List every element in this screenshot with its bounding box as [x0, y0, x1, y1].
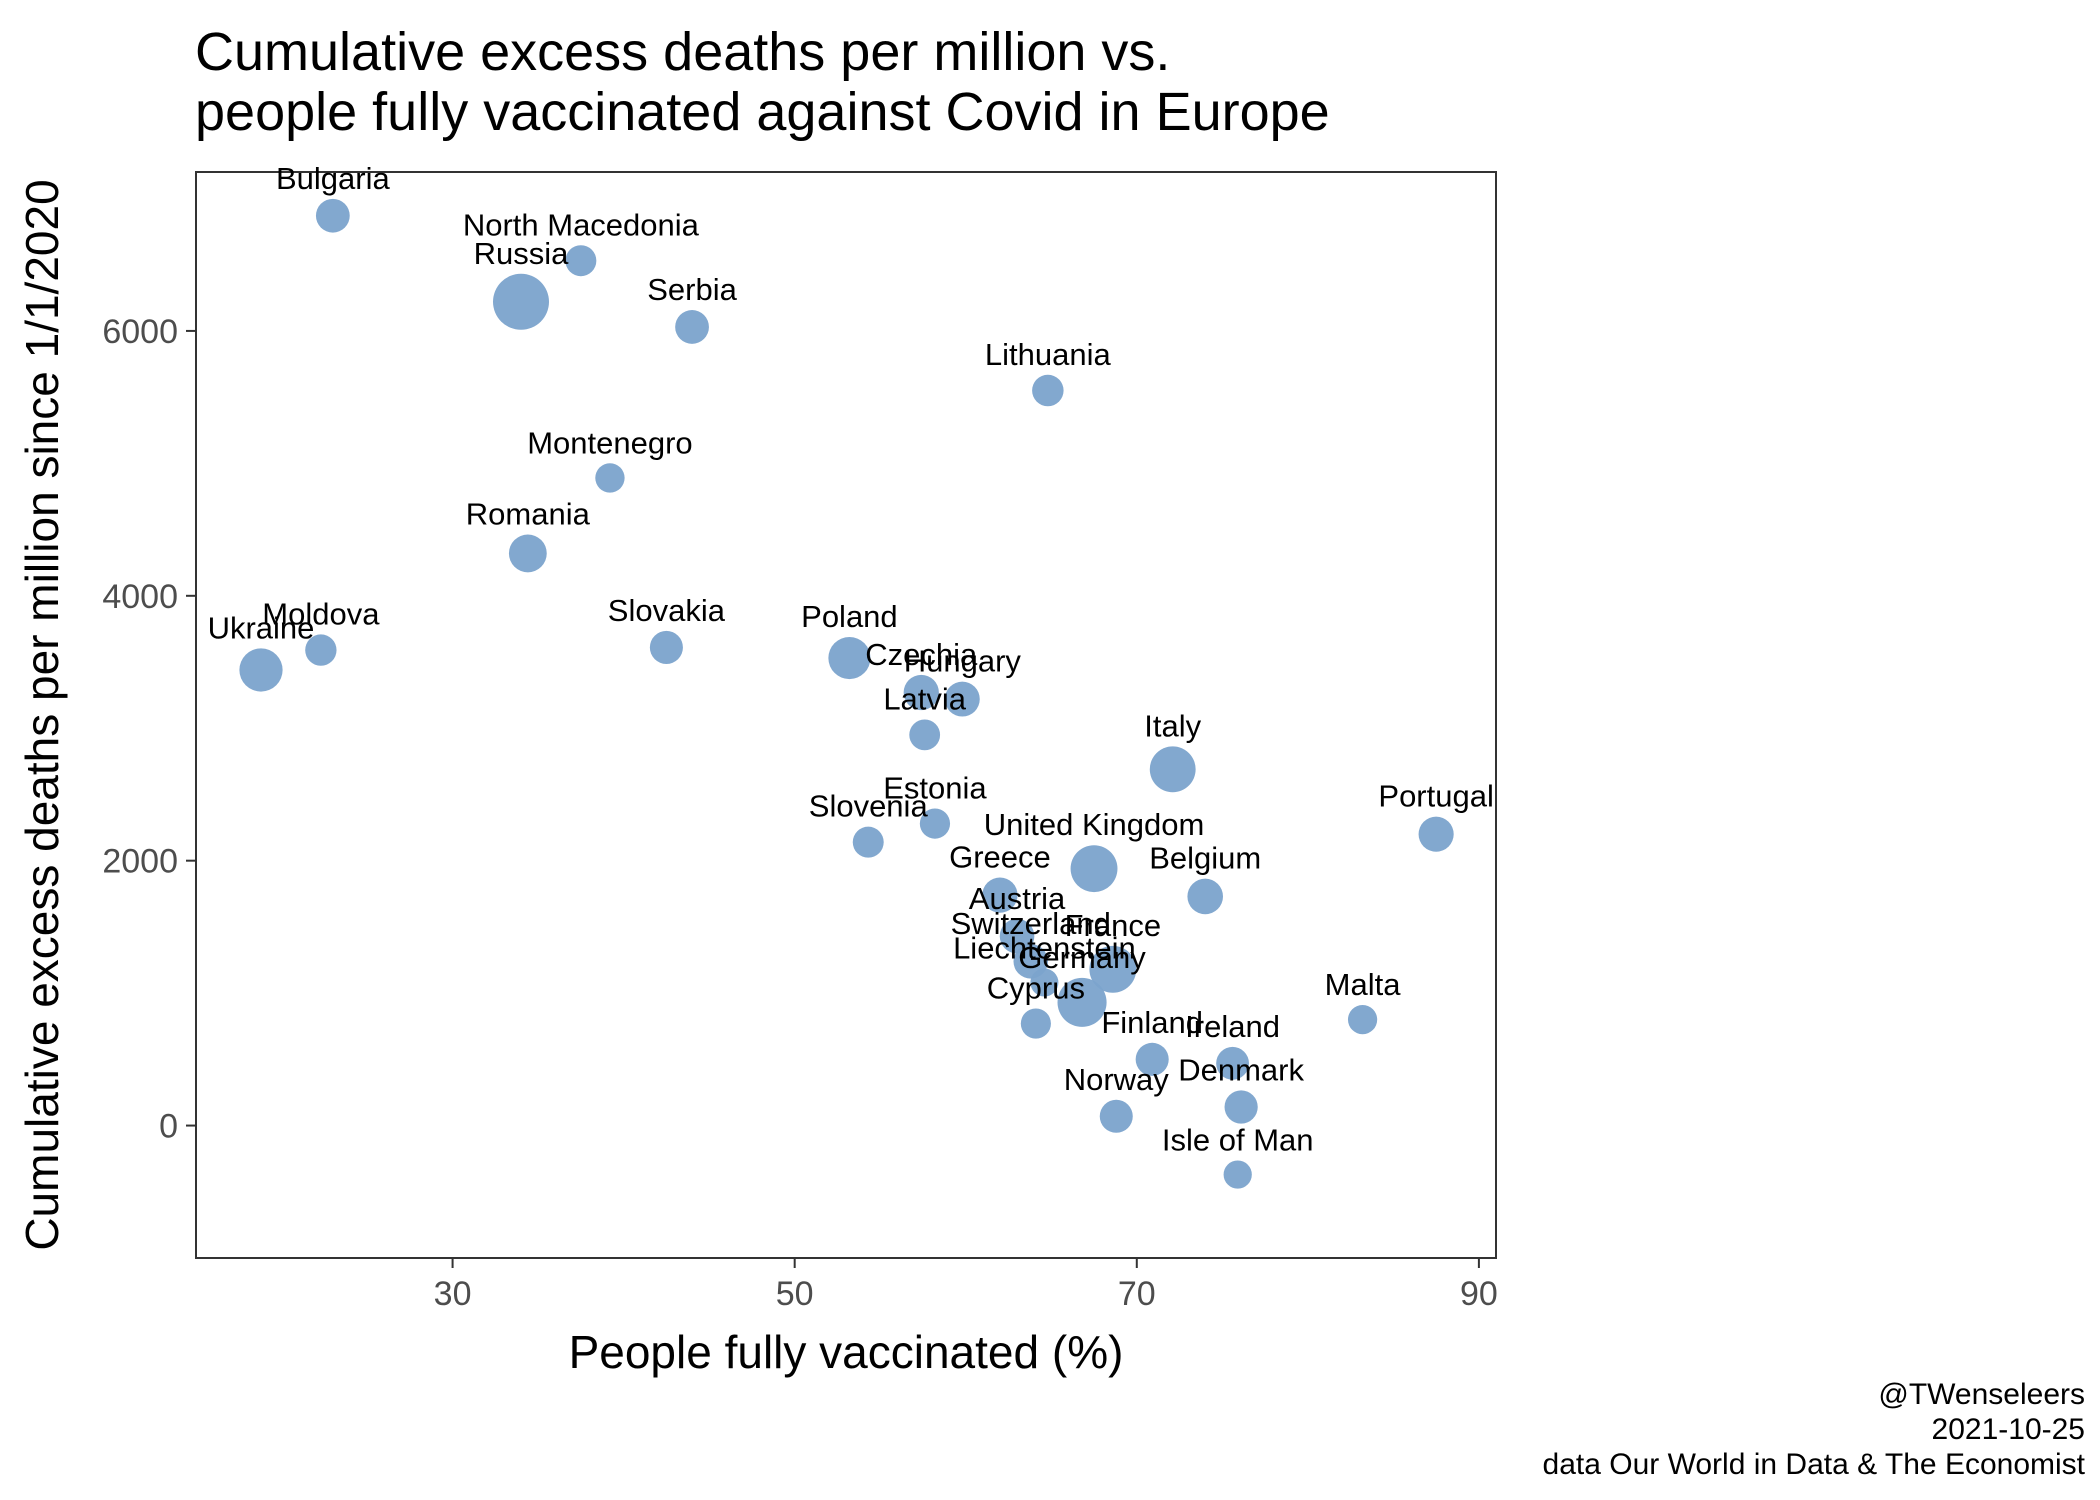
data-label: Estonia	[883, 770, 987, 805]
data-point	[239, 648, 283, 692]
data-label: Slovakia	[608, 593, 726, 628]
data-point	[852, 826, 884, 858]
data-label: Switzerland	[951, 906, 1111, 941]
y-tick-label: 0	[159, 1108, 178, 1146]
data-point	[919, 808, 951, 839]
data-label: Belgium	[1149, 841, 1261, 876]
data-point	[675, 310, 709, 344]
data-label: Portugal	[1378, 779, 1493, 814]
data-point	[315, 198, 350, 233]
data-label: Moldova	[262, 596, 380, 631]
data-label: Cyprus	[987, 971, 1085, 1006]
data-point	[565, 245, 597, 277]
data-point	[595, 463, 625, 493]
chart-title-line-1: Cumulative excess deaths per million vs.	[195, 22, 1170, 82]
chart-title: Cumulative excess deaths per million vs.…	[195, 22, 1330, 142]
caption: @TWenseleers 2021-10-25 data Our World i…	[1543, 1378, 2086, 1481]
caption-date: 2021-10-25	[1932, 1413, 2085, 1446]
data-point	[982, 877, 1018, 913]
axes: 30 50 70 90 0 2000 4000 6000	[102, 313, 1497, 1313]
data-point	[1149, 746, 1196, 793]
data-point	[999, 918, 1035, 954]
data-points	[239, 198, 1454, 1189]
data-label: Malta	[1325, 967, 1402, 1002]
data-point	[493, 273, 549, 330]
data-point	[1418, 816, 1454, 852]
x-tick-label: 30	[434, 1275, 472, 1313]
y-axis-title: Cumulative excess deaths per million sin…	[16, 179, 68, 1250]
data-label: Greece	[949, 839, 1051, 874]
data-label: Austria	[969, 881, 1066, 916]
x-tick-label: 70	[1118, 1275, 1156, 1313]
data-label: Isle of Man	[1162, 1122, 1314, 1157]
data-label: France	[1065, 908, 1161, 943]
data-point	[1032, 374, 1064, 407]
data-point	[828, 636, 871, 680]
data-label: North Macedonia	[463, 207, 700, 242]
data-point	[909, 719, 941, 751]
y-tick-label: 2000	[102, 843, 178, 881]
data-label: Romania	[466, 497, 591, 532]
y-tick-label: 4000	[102, 578, 178, 616]
data-label: Slovenia	[809, 789, 929, 824]
data-label: Germany	[1018, 940, 1146, 975]
data-label: Lithuania	[985, 337, 1112, 372]
data-label: Serbia	[647, 272, 737, 307]
data-point	[1070, 845, 1118, 893]
caption-source: data Our World in Data & The Economist	[1543, 1448, 2086, 1481]
data-point	[1224, 1090, 1258, 1124]
data-label: Finland	[1101, 1005, 1203, 1040]
data-label: Liechtenstein	[953, 931, 1136, 966]
data-point	[1030, 968, 1059, 997]
data-point	[1089, 945, 1137, 993]
data-point	[1216, 1046, 1249, 1080]
data-label: Poland	[801, 599, 898, 634]
data-point	[1099, 1099, 1133, 1133]
data-point	[305, 634, 337, 666]
data-point	[1347, 1005, 1378, 1035]
chart-title-line-2: people fully vaccinated against Covid in…	[195, 82, 1330, 142]
data-label: Ireland	[1185, 1009, 1280, 1044]
data-label: Norway	[1064, 1062, 1170, 1097]
data-label: Montenegro	[527, 425, 692, 460]
data-label: Czechia	[865, 637, 978, 672]
data-point	[903, 674, 939, 711]
data-point	[1187, 878, 1224, 915]
data-label: Russia	[474, 236, 570, 271]
data-point	[1223, 1160, 1252, 1189]
data-point	[944, 681, 980, 717]
data-point	[1135, 1042, 1169, 1076]
data-label: Bulgaria	[276, 161, 390, 196]
x-axis-title: People fully vaccinated (%)	[569, 1326, 1124, 1378]
data-point	[1020, 1008, 1051, 1039]
data-label: Hungary	[904, 644, 1022, 679]
data-label: Italy	[1144, 708, 1201, 743]
x-tick-label: 90	[1460, 1275, 1498, 1313]
data-label: Latvia	[883, 681, 966, 716]
plot-panel	[195, 171, 1497, 1259]
y-tick-label: 6000	[102, 313, 178, 351]
data-point	[1057, 977, 1107, 1027]
data-label: Denmark	[1178, 1052, 1304, 1087]
caption-author: @TWenseleers	[1878, 1378, 2085, 1411]
data-point	[508, 534, 547, 573]
data-point	[649, 630, 683, 664]
data-label: Ukraine	[208, 610, 315, 645]
x-tick-label: 50	[776, 1275, 814, 1313]
data-label: United Kingdom	[984, 807, 1205, 842]
